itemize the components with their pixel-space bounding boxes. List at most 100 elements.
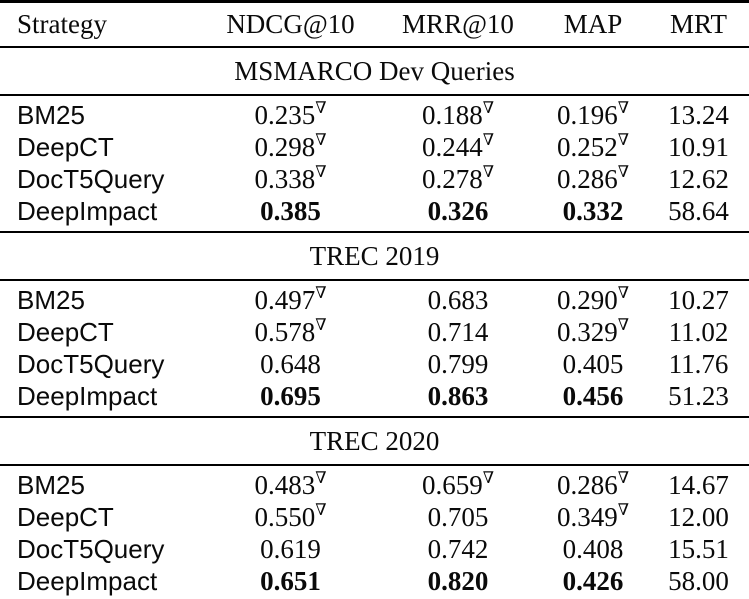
- section-title: TREC 2019: [309, 241, 440, 271]
- table-row: DeepCT 0.298∇ 0.244∇ 0.252∇ 10.91: [0, 131, 749, 163]
- section-title: MSMARCO Dev Queries: [234, 56, 515, 86]
- section-title-row: TREC 2019: [0, 233, 749, 281]
- metric-cell: 0.338∇: [254, 162, 327, 194]
- metric-cell: 0.578∇: [254, 315, 327, 347]
- section-rows: BM25 0.235∇ 0.188∇ 0.196∇ 13.24 DeepCT 0.29…: [0, 96, 749, 233]
- metric-cell: 51.23: [668, 381, 729, 411]
- table-row: DeepImpact 0.385 0.326 0.332 58.64: [0, 195, 749, 227]
- section-rows: BM25 0.497∇ 0.683 0.290∇ 10.27 DeepCT 0.578…: [0, 281, 749, 418]
- strategy-name: DocT5Query: [17, 534, 165, 564]
- nabla-significance-marker: ∇: [315, 98, 327, 118]
- table-row: DeepCT 0.578∇ 0.714 0.329∇ 11.02: [0, 316, 749, 348]
- section-title: TREC 2020: [309, 426, 440, 456]
- metric-cell: 0.651: [260, 566, 321, 596]
- table-row: BM25 0.483∇ 0.659∇ 0.286∇ 14.67: [0, 469, 749, 501]
- table-row: DocT5Query 0.648 0.799 0.405 11.76: [0, 348, 749, 380]
- nabla-significance-marker: ∇: [315, 130, 327, 150]
- metric-cell: 0.483∇: [254, 468, 327, 500]
- nabla-significance-marker: ∇: [617, 98, 630, 118]
- strategy-name: DeepImpact: [17, 381, 158, 411]
- metric-cell: 0.286∇: [556, 468, 630, 500]
- metric-cell: 0.244∇: [421, 130, 495, 162]
- metric-cell: 14.67: [668, 470, 729, 500]
- column-header-strategy: Strategy: [17, 9, 107, 39]
- metric-cell: 15.51: [668, 534, 729, 564]
- metric-cell: 0.619: [260, 534, 321, 564]
- metric-cell: 0.286∇: [556, 162, 630, 194]
- column-header-ndcg10: NDCG@10: [226, 9, 355, 39]
- metric-cell: 12.00: [668, 502, 729, 532]
- metric-cell: 13.24: [668, 100, 729, 130]
- metric-cell: 0.863: [427, 381, 489, 411]
- nabla-significance-marker: ∇: [315, 468, 327, 488]
- metric-cell: 0.278∇: [421, 162, 495, 194]
- metric-cell: 58.00: [668, 566, 729, 596]
- section-title-row: MSMARCO Dev Queries: [0, 48, 749, 96]
- metric-cell: 0.550∇: [254, 500, 327, 532]
- column-header-mrr10: MRR@10: [402, 9, 514, 39]
- nabla-significance-marker: ∇: [482, 468, 495, 488]
- table-header-row: Strategy NDCG@10 MRR@10 MAP MRT: [0, 3, 749, 48]
- strategy-name: DocT5Query: [17, 164, 165, 194]
- table-section: TREC 2020 BM25 0.483∇ 0.659∇ 0.286∇ 14.67 D…: [0, 418, 749, 599]
- metric-cell: 10.91: [668, 132, 729, 162]
- nabla-significance-marker: ∇: [482, 98, 495, 118]
- metric-cell: 0.695: [260, 381, 321, 411]
- metric-cell: 0.820: [427, 566, 489, 596]
- metric-cell: 0.326: [427, 196, 489, 226]
- table-section: MSMARCO Dev Queries BM25 0.235∇ 0.188∇ 0.1…: [0, 48, 749, 233]
- metric-cell: 10.27: [668, 285, 729, 315]
- metric-cell: 11.02: [668, 317, 729, 347]
- strategy-name: DeepImpact: [17, 196, 158, 226]
- nabla-significance-marker: ∇: [617, 468, 630, 488]
- metric-cell: 0.188∇: [421, 98, 495, 130]
- metric-cell: 0.235∇: [254, 98, 327, 130]
- section-title-row: TREC 2020: [0, 418, 749, 466]
- strategy-name: DocT5Query: [17, 349, 165, 379]
- table-row: BM25 0.235∇ 0.188∇ 0.196∇ 13.24: [0, 99, 749, 131]
- metric-cell: 0.385: [260, 196, 321, 226]
- metric-cell: 0.349∇: [556, 500, 630, 532]
- metric-cell: 12.62: [668, 164, 729, 194]
- metric-cell: 0.659∇: [421, 468, 495, 500]
- table-section: TREC 2019 BM25 0.497∇ 0.683 0.290∇ 10.27 De…: [0, 233, 749, 418]
- metric-cell: 58.64: [668, 196, 729, 226]
- nabla-significance-marker: ∇: [315, 283, 327, 303]
- strategy-name: DeepCT: [17, 502, 114, 532]
- table-row: DeepCT 0.550∇ 0.705 0.349∇ 12.00: [0, 501, 749, 533]
- nabla-significance-marker: ∇: [315, 315, 327, 335]
- metric-cell: 0.742: [427, 534, 489, 564]
- metric-cell: 0.683: [427, 285, 489, 315]
- nabla-significance-marker: ∇: [617, 283, 630, 303]
- section-rows: BM25 0.483∇ 0.659∇ 0.286∇ 14.67 DeepCT 0.55…: [0, 466, 749, 599]
- table-row: DocT5Query 0.338∇ 0.278∇ 0.286∇ 12.62: [0, 163, 749, 195]
- nabla-significance-marker: ∇: [617, 130, 630, 150]
- metric-cell: 0.329∇: [556, 315, 630, 347]
- nabla-significance-marker: ∇: [617, 500, 630, 520]
- metric-cell: 0.426: [562, 566, 624, 596]
- strategy-name: DeepCT: [17, 317, 114, 347]
- nabla-significance-marker: ∇: [482, 162, 495, 182]
- metric-cell: 0.196∇: [556, 98, 630, 130]
- strategy-name: BM25: [17, 100, 85, 130]
- strategy-name: BM25: [17, 470, 85, 500]
- table-row: DeepImpact 0.651 0.820 0.426 58.00: [0, 565, 749, 597]
- nabla-significance-marker: ∇: [482, 130, 495, 150]
- strategy-name: BM25: [17, 285, 85, 315]
- nabla-significance-marker: ∇: [617, 162, 630, 182]
- nabla-significance-marker: ∇: [617, 315, 630, 335]
- column-header-mrt: MRT: [670, 9, 727, 39]
- strategy-name: DeepImpact: [17, 566, 158, 596]
- table-row: BM25 0.497∇ 0.683 0.290∇ 10.27: [0, 284, 749, 316]
- metric-cell: 0.405: [562, 349, 624, 379]
- metric-cell: 0.456: [562, 381, 624, 411]
- metric-cell: 0.714: [427, 317, 489, 347]
- table-row: DocT5Query 0.619 0.742 0.408 15.51: [0, 533, 749, 565]
- metric-cell: 0.648: [260, 349, 321, 379]
- metric-cell: 0.252∇: [556, 130, 630, 162]
- nabla-significance-marker: ∇: [315, 500, 327, 520]
- metric-cell: 0.332: [562, 196, 624, 226]
- metric-cell: 0.705: [427, 502, 489, 532]
